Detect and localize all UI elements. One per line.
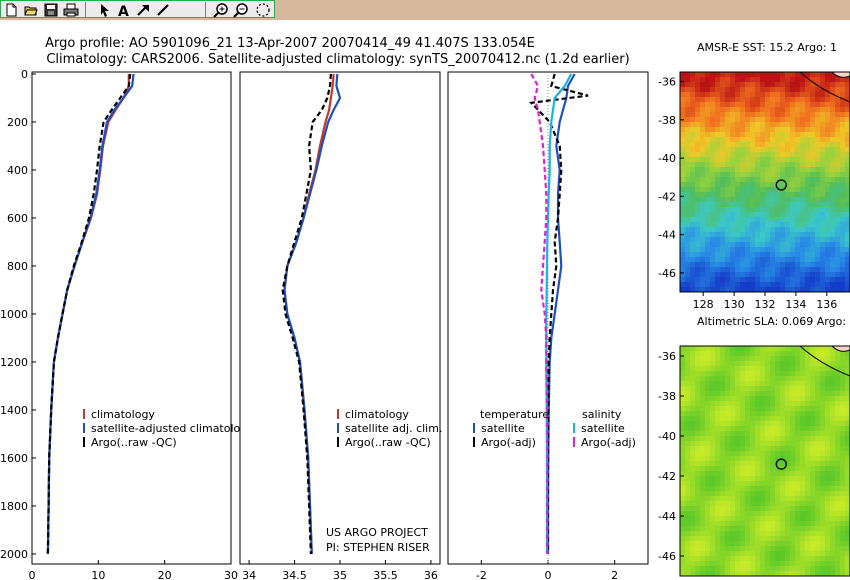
legend-label: climatology	[91, 408, 155, 421]
argo-float-marker	[775, 179, 787, 191]
map-x-tick-label: 132	[755, 298, 776, 311]
zoom-out-icon[interactable]	[233, 2, 249, 18]
map-y-tick-label: -42	[658, 190, 676, 203]
legend-label: Argo(-adj)	[581, 436, 636, 449]
map-y-tick-label: -38	[658, 390, 676, 403]
y-tick-label: 1200	[0, 356, 28, 369]
map-title: AMSR-E SST: 15.2 Argo: 1	[697, 41, 837, 54]
legend-label: satellite-adjusted climatology	[91, 422, 254, 435]
open-folder-icon[interactable]	[23, 2, 39, 18]
x-tick-label: 10	[91, 569, 105, 580]
x-tick-label: 35	[333, 569, 347, 580]
legend-label: salinity	[582, 408, 622, 421]
map-x-tick-label: 136	[816, 298, 837, 311]
title-line-1: Argo profile: AO 5901096_21 13-Apr-2007 …	[45, 36, 535, 51]
legend-label: Argo(..raw -QC)	[91, 436, 177, 449]
map-x-tick-label: 130	[724, 298, 745, 311]
map-y-tick-label: -40	[658, 152, 676, 165]
coastline	[799, 71, 850, 103]
x-tick-label: 34.5	[282, 569, 307, 580]
y-tick-label: 600	[7, 212, 28, 225]
legend-label: satellite adj. clim.	[345, 422, 442, 435]
legend-label: satellite	[581, 422, 625, 435]
save-icon[interactable]	[43, 2, 59, 18]
x-tick-label: 34	[242, 569, 256, 580]
coastline	[799, 345, 850, 377]
rotate-icon[interactable]	[255, 2, 271, 18]
title-line-2: Climatology: CARS2006. Satellite-adjuste…	[46, 52, 629, 67]
series-line-2	[46, 73, 132, 555]
new-file-icon[interactable]	[3, 2, 19, 18]
anomaly-panel: -2 0 2temperaturesatelliteArgo(-adj)salini…	[447, 71, 649, 580]
map-y-tick-label: -44	[658, 229, 676, 242]
y-tick-label: 0	[21, 68, 28, 81]
legend-label: Argo(-adj)	[481, 436, 536, 449]
middle-axes-frame	[239, 71, 441, 565]
arrow-tool-icon[interactable]	[135, 2, 151, 18]
svg-text:A: A	[118, 4, 129, 17]
y-tick-label: 400	[7, 164, 28, 177]
map-y-tick-label: -46	[658, 550, 676, 563]
legend-label: satellite	[481, 422, 525, 435]
map-y-tick-label: -36	[658, 76, 676, 89]
tool-group: A	[0, 0, 275, 18]
y-tick-label: 1400	[0, 404, 28, 417]
line-tool-icon[interactable]	[155, 2, 171, 18]
map-x-tick-label: 134	[785, 298, 806, 311]
text-tool-icon[interactable]: A	[115, 2, 131, 18]
map-y-tick-label: -46	[658, 267, 676, 280]
print-icon[interactable]	[63, 2, 79, 18]
legend-label: climatology	[345, 408, 409, 421]
x-tick-label: 0	[29, 569, 36, 580]
y-tick-label: 1000	[0, 308, 28, 321]
series-line-3	[530, 73, 549, 554]
legend-label: temperature	[480, 408, 549, 421]
sst-map: AMSR-E SST: 15.2 Argo: 1 -36 -38 -40 -42 -44 -…	[658, 41, 850, 311]
sla-map: Altimetric SLA: 0.069 Argo: 0. -36 -38 -40 -…	[658, 315, 850, 577]
x-tick-label: -2	[476, 569, 487, 580]
map-y-tick-label: -42	[658, 470, 676, 483]
map-frame	[679, 345, 850, 577]
legend-label: Argo(..raw -QC)	[345, 436, 431, 449]
credit-line-2: PI: STEPHEN RISER	[326, 541, 430, 554]
x-tick-label: 30	[224, 569, 238, 580]
figure: Argo profile: AO 5901096_21 13-Apr-2007 …	[0, 36, 850, 580]
y-tick-label: 2000	[0, 548, 28, 561]
toolbar: A	[0, 0, 850, 20]
map-y-tick-label: -44	[658, 510, 676, 523]
x-tick-label: 2	[611, 569, 618, 580]
map-y-tick-label: -38	[658, 114, 676, 127]
y-tick-label: 1600	[0, 452, 28, 465]
y-tick-label: 1800	[0, 500, 28, 513]
credit-line-1: US ARGO PROJECT	[326, 526, 428, 539]
argo-float-marker	[775, 458, 787, 470]
y-tick-label: 800	[7, 260, 28, 273]
pointer-icon[interactable]	[97, 2, 113, 18]
zoom-in-icon[interactable]	[213, 2, 229, 18]
series-line-2	[281, 73, 332, 555]
map-title: Altimetric SLA: 0.069 Argo: 0.	[697, 315, 850, 328]
map-y-tick-label: -40	[658, 430, 676, 443]
left-axes-frame	[31, 71, 232, 565]
coastline	[830, 345, 850, 352]
x-tick-label: 35.5	[373, 569, 398, 580]
temperature-panel: 0 10 20 30 0 200 400 600 800 1000 1200 1400 1600 1800…	[0, 68, 254, 580]
map-y-tick-label: -36	[658, 350, 676, 363]
y-tick-label: 200	[7, 116, 28, 129]
series-line-1	[528, 73, 589, 554]
x-tick-label: 20	[158, 569, 172, 580]
x-tick-label: 36	[424, 569, 438, 580]
coastline	[830, 71, 850, 78]
x-tick-label: 0	[545, 569, 552, 580]
map-x-tick-label: 128	[693, 298, 714, 311]
